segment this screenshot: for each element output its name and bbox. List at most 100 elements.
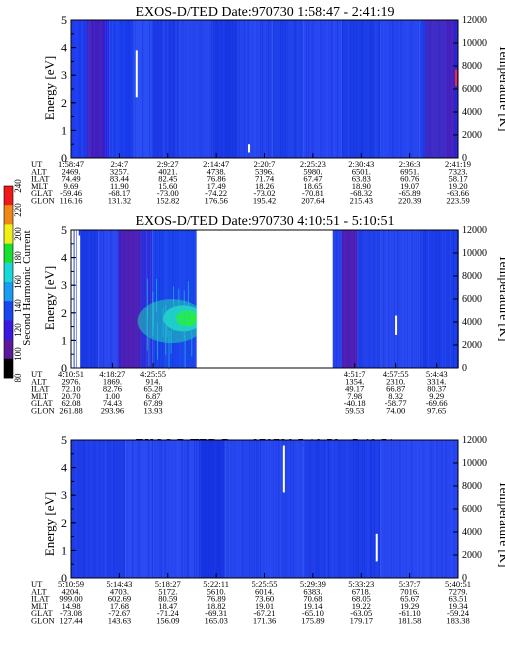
spectrum-stripe [407, 20, 409, 158]
spectrum-stripe [155, 230, 157, 368]
table-cell: 4738. [207, 166, 226, 176]
table-cell: -68.17 [108, 188, 130, 198]
table-cell: 6014. [255, 586, 274, 596]
table-cell: 19.22 [352, 601, 371, 611]
y2-tick-label: 4000 [462, 317, 482, 328]
table-cell: 19.07 [400, 181, 419, 191]
spectrum-stripe [142, 20, 144, 158]
spectrum-stripe [279, 440, 281, 578]
spectrum-stripe [328, 20, 330, 158]
spectrum-stripe [439, 440, 441, 578]
table-cell: 5:33:23 [348, 579, 374, 589]
spectrum-stripe [282, 20, 284, 158]
spectrum-stripe [255, 20, 257, 158]
spectrum-stripe [80, 440, 82, 578]
table-cell: -61.10 [399, 608, 421, 618]
spectrum-stripe [383, 20, 385, 158]
table-cell: -67.21 [254, 608, 276, 618]
spectrum-stripe [411, 440, 413, 578]
data-gap [196, 230, 333, 368]
y-tick-label: 5 [61, 13, 67, 27]
spectrum-stripe [238, 20, 240, 158]
spectrum-stripe [368, 20, 370, 158]
spectrum-stripe [157, 20, 159, 158]
colorbar-swatch [4, 224, 13, 244]
table-cell: 3257. [110, 166, 129, 176]
spectrum-stripe [370, 20, 372, 158]
spectrum-stripe [189, 20, 191, 158]
hot-plasma-streak [168, 330, 170, 371]
spectrum-stripe [232, 20, 234, 158]
table-cell: 5396. [255, 166, 274, 176]
spectrum-stripe [157, 440, 159, 578]
spectrum-streak [282, 445, 285, 493]
table-cell: 65.28 [143, 384, 162, 394]
table-cell: -63.66 [447, 188, 469, 198]
spectrum-stripe [441, 230, 443, 368]
table-cell: -70.81 [302, 188, 324, 198]
table-cell: 7016. [400, 586, 419, 596]
table-cell: 4703. [110, 586, 129, 596]
table-cell: 6718. [352, 586, 371, 596]
colorbar-swatches [3, 185, 14, 379]
spectrum-stripe [159, 230, 161, 368]
table-cell: 19.01 [255, 601, 274, 611]
spectrum-stripe [399, 20, 401, 158]
table-cell: -73.08 [60, 608, 82, 618]
table-cell: 15.60 [158, 181, 177, 191]
spectrum-stripe [167, 20, 169, 158]
y-tick-label: 4 [61, 41, 67, 55]
spectrum-stripe [110, 230, 112, 368]
table-cell: 74.00 [386, 406, 405, 416]
spectrum-stripe [259, 440, 261, 578]
low-flux-band [341, 230, 358, 368]
spectrum-stripe [407, 230, 409, 368]
table-cell: 4204. [61, 586, 80, 596]
spectrum-stripe [151, 440, 153, 578]
spectrum-stripe [332, 440, 334, 578]
table-cell: 5:37:7 [399, 579, 421, 589]
spectrum-stripe [164, 20, 166, 158]
table-cell: 215.43 [350, 196, 373, 206]
spectrum-stripe [123, 20, 125, 158]
y2-tick-label: 8000 [462, 271, 482, 282]
spectrum-stripe [350, 20, 352, 158]
table-row-label: MLT [31, 601, 49, 611]
y2-tick-label: 4000 [462, 107, 482, 118]
spectrum-stripe [323, 20, 325, 158]
hot-plasma-core [176, 310, 199, 327]
spectrum-stripe [364, 440, 366, 578]
spectrum-stripe [82, 440, 84, 578]
spectrum-stripe [255, 440, 257, 578]
y2-tick-label: 10000 [462, 248, 487, 259]
spectrum-streak [395, 315, 398, 335]
spectrum-stripe [294, 20, 296, 158]
spectrum-stripe [75, 440, 77, 578]
spectrum-stripe [434, 440, 436, 578]
spectrum-stripe [136, 440, 138, 578]
spectrum-stripe [309, 440, 311, 578]
spectrum-stripe [150, 230, 152, 368]
y2-tick-label: 10000 [462, 458, 487, 469]
spectrum-stripe [417, 440, 419, 578]
panel-2-plot-area: 0 1 2 3 4 5 0 2000 4000 6000 8000 10000 12000 [61, 223, 487, 375]
spectrum-stripe [115, 230, 117, 368]
y2-tick-label: 2000 [462, 130, 482, 141]
spectrum-stripe [297, 440, 299, 578]
table-row-label: GLAT [31, 188, 54, 198]
spectrum-stripe [253, 440, 255, 578]
spectrum-stripe [165, 440, 167, 578]
spectrum-stripe [382, 20, 384, 158]
spectrum-stripe [390, 440, 392, 578]
hot-plasma-streak [165, 305, 167, 356]
spectrum-stripe [342, 20, 344, 158]
spectrum-stripe [436, 440, 438, 578]
spectrum-stripe [432, 230, 434, 368]
spectrum-stripe [390, 230, 392, 368]
table-cell: 5:14:43 [106, 579, 132, 589]
second-harmonic-colorbar: 80 100 120 140 160 180 200 220 240 Second Harmon… [3, 179, 33, 383]
spectrum-stripe [375, 20, 377, 158]
spectrum-stripe [125, 440, 127, 578]
table-row-label: UT [31, 369, 43, 379]
